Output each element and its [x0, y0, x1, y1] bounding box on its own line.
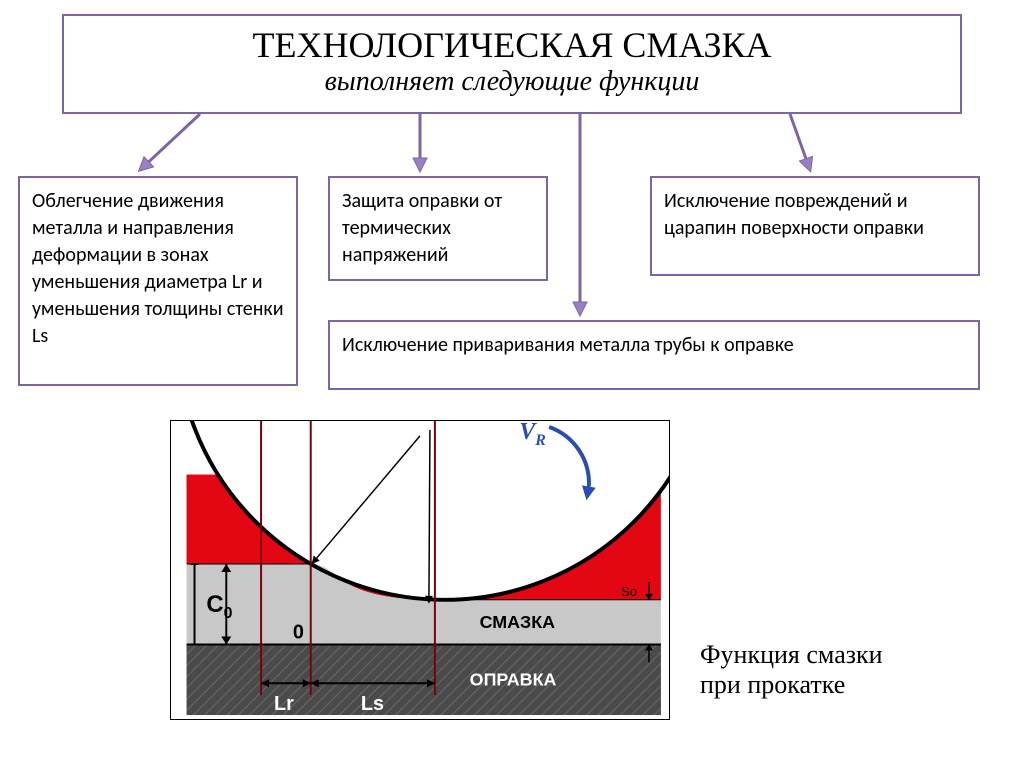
function-box-4: Исключение приваривания металла трубы к … [328, 320, 980, 390]
rolling-diagram: C00LrLsСМАЗКАОПРАВКАVRSo [170, 420, 670, 720]
svg-text:Lr: Lr [274, 693, 294, 715]
svg-text:ОПРАВКА: ОПРАВКА [470, 670, 557, 690]
arrow-3 [568, 102, 592, 326]
svg-text:So: So [621, 584, 637, 599]
function-box-3: Исключение повреждений и царапин поверхн… [650, 176, 980, 276]
title-main: ТЕХНОЛОГИЧЕСКАЯ СМАЗКА [84, 24, 940, 66]
function-box-2: Защита оправки от термических напряжений [328, 176, 548, 281]
arrow-1 [128, 102, 212, 182]
svg-text:0: 0 [293, 622, 304, 644]
arrow-2 [408, 102, 432, 182]
caption-line1: Функция смазки [700, 640, 883, 670]
title-box: ТЕХНОЛОГИЧЕСКАЯ СМАЗКА выполняет следующ… [62, 14, 962, 114]
svg-text:Ls: Ls [361, 693, 384, 715]
caption-line2: при прокатке [700, 670, 883, 700]
svg-text:СМАЗКА: СМАЗКА [480, 612, 556, 632]
arrow-4 [778, 102, 822, 182]
title-sub: выполняет следующие функции [84, 66, 940, 98]
diagram-caption: Функция смазки при прокатке [700, 640, 883, 700]
diagram-svg: C00LrLsСМАЗКАОПРАВКАVRSo [171, 421, 669, 719]
function-box-1: Облегчение движения металла и направлени… [18, 176, 298, 386]
